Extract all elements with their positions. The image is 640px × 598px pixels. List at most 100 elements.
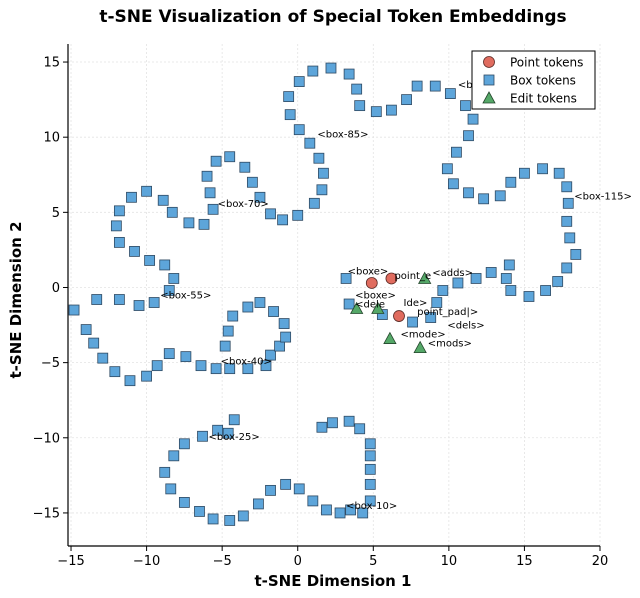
box-token-point [307,495,319,507]
box-token-point [210,155,222,167]
box-token-point [159,466,171,478]
box-token-point [343,415,355,427]
box-token-point [113,205,125,217]
box-token-point [470,273,482,284]
box-token-point [307,65,319,77]
box-token-point [168,273,180,284]
point-annotation: point_e [394,271,431,282]
box-token-point [141,185,152,197]
box-token-point [88,337,100,349]
point-annotation: <dele [355,300,385,311]
point-annotation: <box-25> [209,432,260,443]
box-token-point [280,331,292,343]
box-token-point [68,304,80,316]
x-tick-label: 20 [592,554,609,569]
box-token-point [429,80,441,92]
y-tick-label: −15 [33,506,60,521]
point-annotation: <box-40> [221,357,272,368]
box-token-point [553,167,565,179]
box-token-point [540,285,551,296]
box-token-point [260,360,272,372]
legend-label: Point tokens [510,56,583,70]
box-token-point [519,167,530,179]
box-token-point [242,301,254,313]
data-marks [68,62,582,526]
box-token-point [325,62,337,74]
point-annotation: <box-55> [160,291,211,302]
box-token-point [292,209,304,221]
y-tick-label: −5 [41,356,60,371]
box-token-point [219,340,231,352]
box-token-point [224,151,236,163]
x-tick-label: 15 [516,554,533,569]
edit-token-point [371,301,385,314]
box-token-point [265,484,276,496]
edit-token-point [418,271,432,284]
box-token-point [133,300,145,311]
box-token-point [197,430,208,442]
axes: −15 −10 −5 0 5 10 15 20 −15 −10 −5 0 5 10 15 [33,44,609,569]
box-token-point [166,206,178,218]
box-token-point [441,163,453,175]
box-token-point [451,146,462,158]
box-token-point [313,152,325,164]
box-token-point [327,417,338,429]
box-token-point [321,504,332,516]
box-token-point [364,438,376,450]
box-token-point [163,348,175,360]
box-token-point [148,297,160,308]
box-token-point [467,113,479,125]
point-annotation: <box-10> [346,501,397,512]
box-token-point [222,427,234,439]
box-token-point [110,220,122,232]
box-token-point [178,438,190,450]
box-token-point [370,106,382,118]
box-token-point [198,218,210,230]
box-token-point [364,495,376,507]
point-annotation: <box-115> [574,191,632,202]
box-token-point [351,83,363,95]
box-token-point [354,423,366,435]
box-token-point [561,262,573,274]
box-token-point [564,232,576,244]
box-token-point [237,510,249,522]
edit-token-point [413,340,427,354]
legend: Point tokens Box tokens Edit tokens [471,50,596,110]
box-token-point [308,197,320,209]
box-token-point [97,352,109,364]
box-token-point [254,297,266,308]
y-axis-label: t-SNE Dimension 2 [7,221,25,378]
box-token-point [224,363,236,375]
point-token-point [365,277,378,289]
box-token-point [500,273,512,284]
box-token-point [207,513,219,525]
box-token-point [343,298,355,310]
legend-label: Edit tokens [510,92,577,106]
point-annotation: <box-85> [317,130,368,141]
box-token-point [151,360,163,372]
box-token-point [253,498,264,510]
legend-marker [482,91,496,104]
box-token-point [228,414,240,426]
box-token-point [431,297,443,308]
box-token-point [503,259,515,271]
box-token-point [354,100,366,112]
box-token-point [505,176,517,188]
box-token-point [364,463,376,475]
point-annotation: <boxe> [348,266,389,277]
point-annotation: <mods> [428,339,472,350]
box-token-point [293,483,305,495]
box-token-point [561,181,573,193]
box-token-point [505,285,517,296]
x-tick-label: −10 [133,554,160,569]
x-tick-label: −5 [213,554,232,569]
box-token-point [113,294,125,305]
y-tick-label: 15 [43,56,60,71]
box-token-point [494,190,506,202]
box-token-point [109,366,121,378]
box-token-point [340,273,352,284]
box-token-point [425,312,437,323]
box-token-point [224,515,236,526]
box-token-point [452,277,464,289]
box-token-point [129,246,140,257]
